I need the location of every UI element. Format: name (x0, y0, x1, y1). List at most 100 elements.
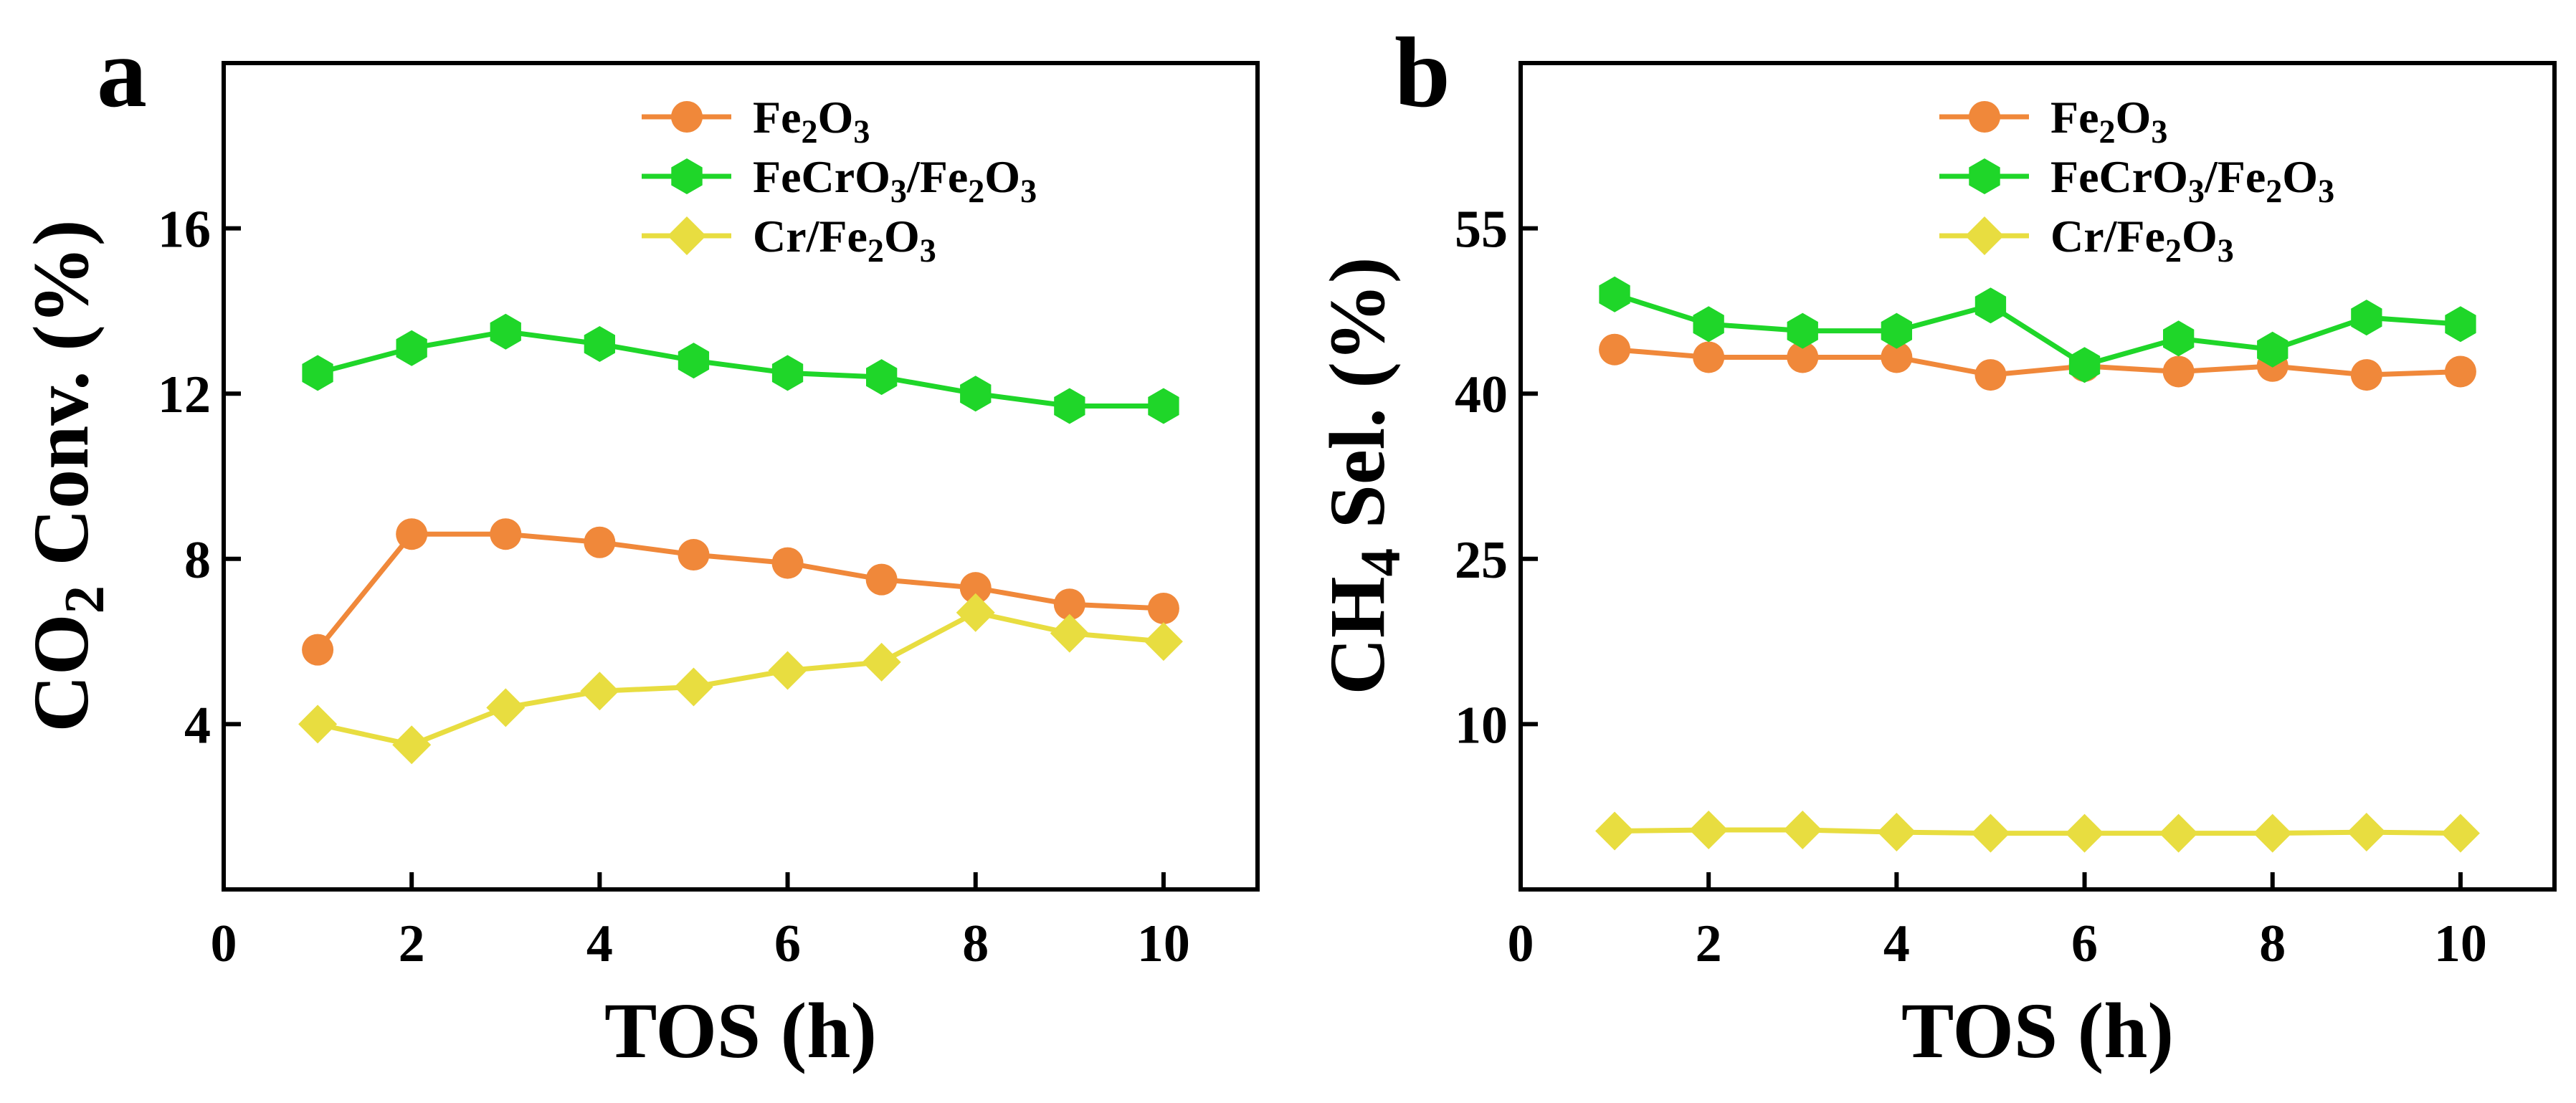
panel-b-series-fecro3-fe2o3-point (1881, 312, 1912, 349)
panel-a-x-tick-label: 8 (962, 915, 989, 973)
panel-b-series-fe2o3-point (2162, 355, 2195, 388)
panel-a-series-fe2o3-point (490, 518, 522, 550)
panel-b-series-fecro3-fe2o3 (1599, 276, 2476, 383)
panel-b-series-fe2o3-point (1693, 341, 1725, 373)
panel-b-x-axis-label: TOS (h) (1901, 987, 2174, 1074)
panel-a-series-fecro3-fe2o3-point (1054, 388, 1085, 424)
panel-b-legend-fe2o3-swatch-marker (1969, 101, 2000, 133)
panel-a-series-cr-fe2o3-point (1144, 622, 1183, 662)
panel-b-letter: b (1394, 17, 1450, 128)
panel-b-series-cr-fe2o3-point (2065, 813, 2104, 853)
panel-a-series-fecro3-fe2o3-point (396, 330, 427, 366)
panel-b-series-fecro3-fe2o3-point (2445, 306, 2476, 343)
panel-a-series-cr-fe2o3 (298, 593, 1183, 765)
panel-a: a 0 2 4 6 8 10 4 8 12 16 TOS (h) CO2 Conv. (%) Fe… (17, 17, 1260, 1074)
panel-a-x-tick-label: 2 (399, 915, 425, 973)
panel-a-series-fe2o3-line (315, 531, 1164, 651)
panel-a-series-fe2o3-point (771, 547, 804, 579)
panel-a-series-fecro3-fe2o3-point (302, 355, 333, 391)
panel-b-series-fecro3-fe2o3-point (1974, 287, 2007, 324)
panel-a-series-fe2o3-point (396, 518, 428, 550)
panel-a-series-fecro3-fe2o3 (302, 313, 1179, 424)
panel-a-series-fecro3-fe2o3-line (317, 329, 1164, 409)
panel-b-series-cr-fe2o3-point (1689, 810, 1729, 849)
panel-b-series-fecro3-fe2o3-point (2257, 331, 2289, 368)
panel-a-x-tick-label: 4 (586, 915, 613, 973)
panel-b-y-tick-label: 25 (1455, 531, 1508, 590)
panel-a-ticks: 0 2 4 6 8 10 4 8 12 16 (158, 201, 1190, 973)
panel-b-y-tick-label: 10 (1455, 696, 1508, 755)
panel-a-series-cr-fe2o3-line (317, 610, 1164, 748)
panel-a-legend-fecro3-fe2o3-swatch-marker (671, 158, 703, 194)
panel-b-legend-fecro3-fe2o3-label: FeCrO3/Fe2O3 (2050, 151, 2334, 209)
panel-b-series-fecro3-fe2o3-point (1599, 276, 1630, 312)
panel-a-x-tick-label: 0 (211, 915, 237, 973)
panel-b-series-fecro3-fe2o3-point (1693, 306, 1724, 343)
panel-a-x-tick-label: 6 (774, 915, 801, 973)
panel-b-series-cr-fe2o3-point (2159, 813, 2198, 853)
panel-b-series-fecro3-fe2o3-point (2163, 320, 2195, 357)
panel-a-series-cr-fe2o3-point (1050, 613, 1089, 653)
panel-a-series-cr-fe2o3-point (768, 651, 807, 690)
panel-a-y-tick-label: 4 (184, 696, 211, 755)
panel-b-legend-cr-fe2o3-swatch-marker (1965, 216, 2004, 255)
panel-a-legend-fecro3-fe2o3-label: FeCrO3/Fe2O3 (753, 151, 1037, 209)
panel-a-series-fecro3-fe2o3-point (490, 313, 521, 350)
panel-b-series-fe2o3-point (2350, 359, 2382, 391)
panel-b-series-cr-fe2o3 (1595, 810, 2480, 853)
panel-a-series-fecro3-fe2o3-point (866, 359, 898, 396)
panel-b-legend-fecro3-fe2o3-swatch-marker (1969, 158, 2000, 194)
panel-b-x-tick-label: 8 (2259, 915, 2286, 973)
panel-b-y-axis-label: CH4 Sel. (%) (1313, 257, 1412, 695)
panel-b-series-cr-fe2o3-point (1877, 813, 1916, 852)
panel-a-series (298, 313, 1183, 765)
panel-b: b 0 2 4 6 8 10 10 25 40 55 TOS (h) CH4 Sel. (%) F… (1313, 17, 2557, 1074)
panel-a-series-fe2o3-point (1053, 588, 1085, 621)
panel-b-series-cr-fe2o3-point (1971, 813, 2010, 853)
panel-b-series-cr-fe2o3-point (2347, 813, 2386, 852)
panel-a-y-axis-label: CO2 Conv. (%) (17, 220, 116, 732)
panel-b-series-fe2o3-point (1881, 341, 1913, 373)
panel-a-x-axis-label: TOS (h) (604, 987, 877, 1074)
panel-b-ticks: 0 2 4 6 8 10 10 25 40 55 (1455, 201, 2487, 973)
panel-b-series-cr-fe2o3-point (1595, 811, 1635, 851)
panel-b-series (1595, 276, 2480, 853)
panel-a-series-fecro3-fe2o3-point (960, 376, 992, 412)
panel-a-series-fe2o3-point (302, 634, 334, 666)
panel-a-series-cr-fe2o3-point (580, 672, 619, 711)
panel-b-series-fecro3-fe2o3-point (2351, 300, 2382, 336)
panel-b-x-tick-label: 2 (1696, 915, 1722, 973)
panel-a-series-fe2o3-point (865, 563, 898, 596)
panel-b-x-tick-label: 4 (1883, 915, 1910, 973)
panel-a-series-cr-fe2o3-point (298, 705, 338, 744)
panel-b-series-cr-fe2o3-point (2253, 813, 2292, 853)
panel-a-series-fe2o3-point (678, 539, 710, 571)
panel-a-y-tick-label: 8 (184, 531, 211, 590)
panel-a-series-cr-fe2o3-point (486, 688, 526, 727)
panel-b-series-fecro3-fe2o3-line (1614, 292, 2461, 368)
panel-b-x-tick-label: 6 (2071, 915, 2098, 973)
panel-a-legend-cr-fe2o3-label: Cr/Fe2O3 (753, 211, 936, 269)
panel-a-series-cr-fe2o3-point (674, 667, 713, 707)
panel-b-series-cr-fe2o3-point (2440, 813, 2480, 853)
panel-a-series-fe2o3 (302, 518, 1179, 666)
panel-a-letter: a (97, 17, 147, 128)
panel-a-series-fe2o3-point (959, 572, 992, 604)
panel-a-series-fe2o3-point (584, 526, 616, 558)
panel-b-series-fe2o3 (1599, 333, 2476, 391)
panel-b-legend-fe2o3-label: Fe2O3 (2050, 92, 2167, 150)
panel-b-series-fe2o3-point (1787, 341, 1819, 373)
panel-a-series-cr-fe2o3-point (956, 593, 995, 632)
panel-b-series-fe2o3-point (2444, 355, 2476, 388)
panel-b-series-cr-fe2o3-point (1783, 810, 1822, 849)
panel-a-series-fecro3-fe2o3-point (1148, 388, 1179, 424)
panel-b-series-fe2o3-point (1974, 359, 2007, 391)
panel-a-plot-frame (222, 61, 1260, 892)
panel-b-series-fe2o3-point (1599, 333, 1631, 366)
panel-b-series-fecro3-fe2o3-point (2068, 347, 2101, 383)
panel-b-x-tick-label: 0 (1508, 915, 1534, 973)
panel-b-series-cr-fe2o3-line (1615, 827, 2461, 836)
